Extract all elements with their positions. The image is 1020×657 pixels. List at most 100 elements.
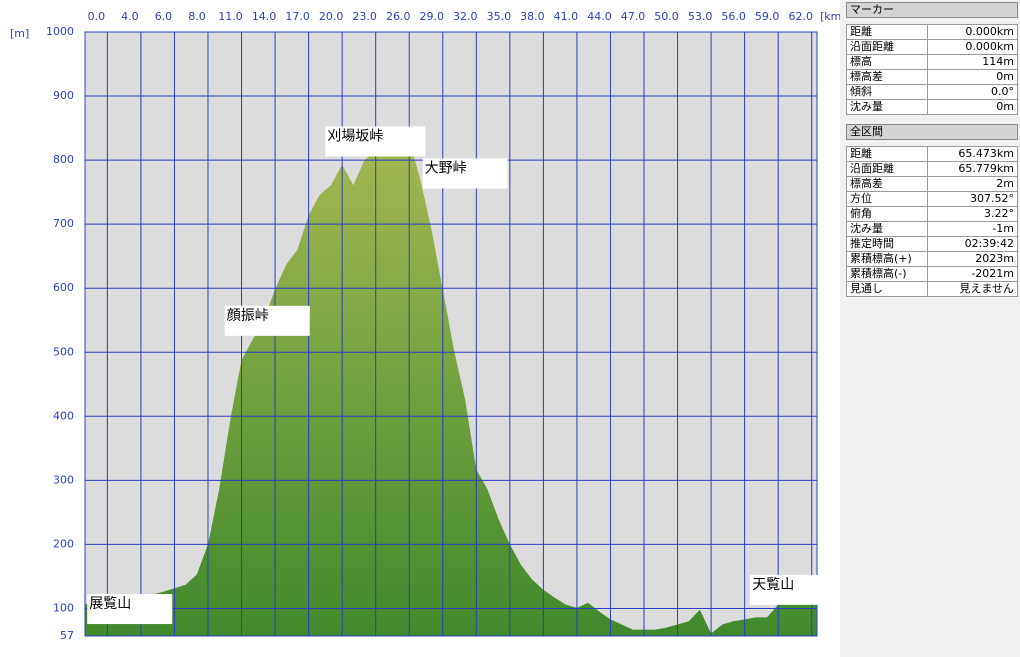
y-tick-label: 800 xyxy=(53,153,74,166)
y-tick-label: 700 xyxy=(53,217,74,230)
x-tick-label: 6.0 xyxy=(155,10,173,23)
panel-row: 見通し 見えません xyxy=(846,282,1018,297)
annotation: 顔振峠 xyxy=(227,308,269,324)
row-value: 0.000km xyxy=(965,40,1014,53)
row-label: 距離 xyxy=(847,25,928,39)
x-tick-label: 56.0 xyxy=(721,10,746,23)
panel-row: 推定時間 02:39:42 xyxy=(846,237,1018,252)
panel-row: 標高差 2m xyxy=(846,177,1018,192)
annotation: 刈場坂峠 xyxy=(327,128,383,144)
panel-row: 俯角 3.22° xyxy=(846,207,1018,222)
row-value: 0m xyxy=(996,100,1014,113)
panel-row: 累積標高(+) 2023m xyxy=(846,252,1018,267)
x-tick-label: 53.0 xyxy=(688,10,713,23)
row-value: 114m xyxy=(982,55,1014,68)
y-tick-label: 200 xyxy=(53,537,74,550)
annotation: 展覧山 xyxy=(89,595,131,612)
row-label: 沿面距離 xyxy=(847,40,928,54)
panel-title: マーカー xyxy=(846,2,1018,18)
x-tick-label: 0.0 xyxy=(88,10,106,23)
panel: 全区間距離 65.473km 沿面距離 65.779km 標高差 2m 方位 307.52° 俯… xyxy=(846,124,1018,297)
panel-title: 全区間 xyxy=(846,124,1018,140)
x-tick-label: 62.0 xyxy=(788,10,813,23)
row-value: -2021m xyxy=(971,267,1014,280)
row-label: 沈み量 xyxy=(847,100,928,114)
x-tick-label: 32.0 xyxy=(453,10,478,23)
row-label: 累積標高(-) xyxy=(847,267,928,281)
row-value: 0.000km xyxy=(965,25,1014,38)
x-tick-label: 29.0 xyxy=(420,10,445,23)
annotation-box xyxy=(325,126,426,157)
row-label: 沿面距離 xyxy=(847,162,928,176)
plot-border xyxy=(84,31,818,637)
row-label: 推定時間 xyxy=(847,237,928,251)
row-label: 距離 xyxy=(847,147,928,161)
row-value: 2023m xyxy=(975,252,1014,265)
y-tick-label: 600 xyxy=(53,281,74,294)
row-value: 307.52° xyxy=(970,192,1014,205)
y-unit: [m] xyxy=(10,27,29,40)
x-tick-label: 17.0 xyxy=(285,10,310,23)
panel-row: 沈み量 0m xyxy=(846,100,1018,115)
y-tick-label: 400 xyxy=(53,409,74,422)
y-tick-label: 300 xyxy=(53,473,74,486)
y-tick-label: 100 xyxy=(53,601,74,614)
x-tick-label: 14.0 xyxy=(252,10,277,23)
panel: マーカー距離 0.000km 沿面距離 0.000km 標高 114m 標高差 0m 傾斜 0.0… xyxy=(846,2,1018,115)
x-tick-label: 41.0 xyxy=(554,10,579,23)
annotation: 天覧山 xyxy=(752,576,794,593)
row-label: 標高差 xyxy=(847,177,928,191)
row-label: 見通し xyxy=(847,282,928,296)
panel-row: 沿面距離 65.779km xyxy=(846,162,1018,177)
y-tick-label: 500 xyxy=(53,345,74,358)
row-value: 02:39:42 xyxy=(964,237,1014,250)
panel-row: 標高 114m xyxy=(846,55,1018,70)
y-tick-label: 900 xyxy=(53,89,74,102)
panel-row: 累積標高(-) -2021m xyxy=(846,267,1018,282)
x-tick-label: 26.0 xyxy=(386,10,411,23)
panel-row: 傾斜 0.0° xyxy=(846,85,1018,100)
y-tick-label: 1000 xyxy=(46,25,74,38)
annotation-box xyxy=(224,305,310,336)
panel-row: 方位 307.52° xyxy=(846,192,1018,207)
row-label: 沈み量 xyxy=(847,222,928,236)
row-value: 0.0° xyxy=(991,85,1014,98)
x-tick-label: 38.0 xyxy=(520,10,545,23)
row-label: 標高差 xyxy=(847,70,928,84)
row-label: 方位 xyxy=(847,192,928,206)
x-tick-label: 50.0 xyxy=(654,10,679,23)
row-value: 65.779km xyxy=(958,162,1014,175)
x-tick-label: 59.0 xyxy=(755,10,780,23)
x-tick-label: 4.0 xyxy=(121,10,139,23)
panel-row: 距離 65.473km xyxy=(846,146,1018,162)
x-tick-label: 11.0 xyxy=(218,10,243,23)
x-unit: [km] xyxy=(820,10,840,23)
panel-row: 標高差 0m xyxy=(846,70,1018,85)
x-tick-label: 44.0 xyxy=(587,10,612,23)
annotation: 大野峠 xyxy=(425,161,467,177)
annotation-box xyxy=(422,158,508,189)
annotation-box xyxy=(87,594,173,625)
panel-row: 沈み量 -1m xyxy=(846,222,1018,237)
y-tick-label: 57 xyxy=(60,629,74,642)
panel-row: 距離 0.000km xyxy=(846,24,1018,40)
row-value: 0m xyxy=(996,70,1014,83)
annotation-box xyxy=(750,574,836,605)
x-tick-label: 23.0 xyxy=(352,10,377,23)
row-value: 65.473km xyxy=(958,147,1014,160)
x-tick-label: 20.0 xyxy=(319,10,344,23)
x-tick-label: 35.0 xyxy=(487,10,512,23)
row-value: 2m xyxy=(996,177,1014,190)
row-label: 累積標高(+) xyxy=(847,252,928,266)
row-label: 標高 xyxy=(847,55,928,69)
row-value: -1m xyxy=(992,222,1014,235)
row-value: 3.22° xyxy=(984,207,1014,220)
panel-row: 沿面距離 0.000km xyxy=(846,40,1018,55)
chart: [m] [km] 57 100 200 300 400 500 600 700 800 900 10… xyxy=(0,0,840,657)
row-label: 俯角 xyxy=(847,207,928,221)
row-label: 傾斜 xyxy=(847,85,928,99)
x-tick-label: 8.0 xyxy=(188,10,206,23)
elevation-area xyxy=(85,135,817,636)
row-value: 見えません xyxy=(959,282,1014,295)
